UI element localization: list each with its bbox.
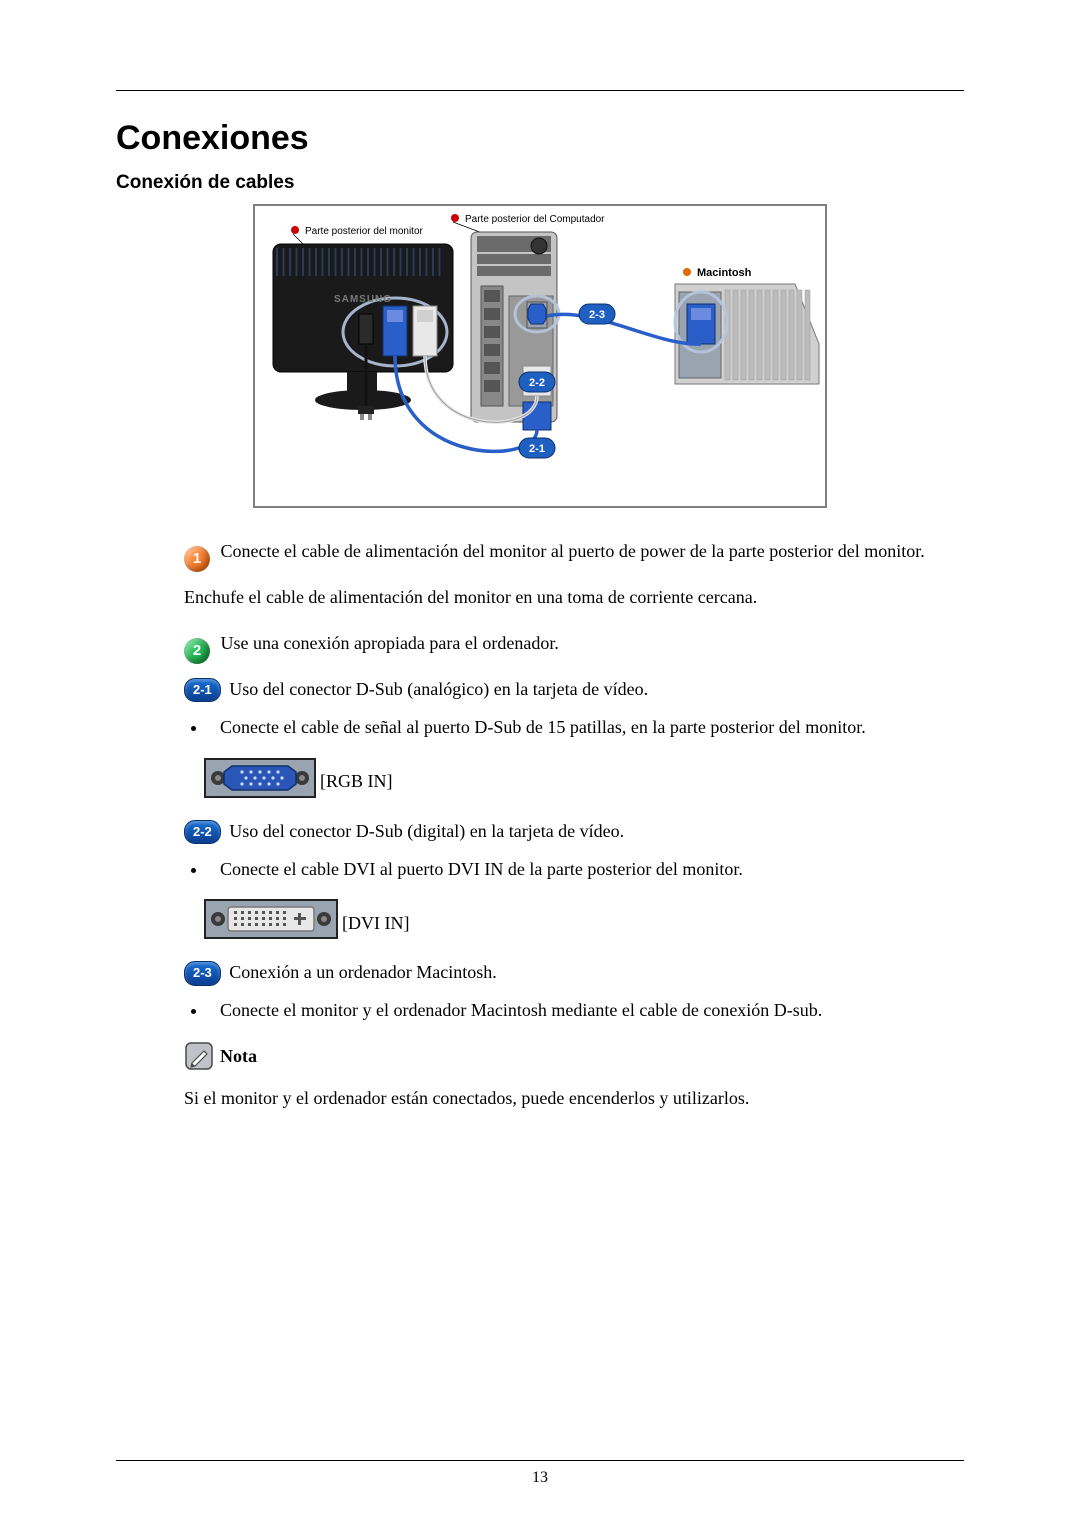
step-1-line-b: Enchufe el cable de alimentación del mon… [184,584,964,612]
page: Conexiones Conexión de cables Parte post… [0,0,1080,1527]
connections-diagram: Parte posterior del monitor Parte posteri… [253,204,827,508]
note-row: Nota [184,1041,964,1071]
rgb-port-row: [RGB IN] [204,758,964,798]
page-number: 13 [116,1469,964,1487]
rule-bottom [116,1460,964,1461]
step-2-1-bullet: Conecte el cable de señal al puerto D-Su… [208,714,964,742]
dvi-port-icon [204,899,338,939]
badge-1-icon: 1 [184,546,210,572]
note-label: Nota [220,1043,257,1071]
page-subtitle: Conexión de cables [116,172,964,194]
step-2-1-bullets: Conecte el cable de señal al puerto D-Su… [184,714,964,742]
badge-2-1-icon: 2-1 [184,678,221,702]
svg-text:Parte posterior del monitor: Parte posterior del monitor [305,226,424,237]
note-icon [184,1041,214,1071]
step-2-text: Use una conexión apropiada para el orden… [221,633,559,653]
badge-2-2-icon: 2-2 [184,820,221,844]
step-1-line-a: 1 Conecte el cable de alimentación del m… [184,538,964,566]
step-2-2-bullets: Conecte el cable DVI al puerto DVI IN de… [184,856,964,884]
svg-text:2-1: 2-1 [529,443,545,455]
dvi-port-label: [DVI IN] [342,910,409,938]
step-2-3-heading: 2-3 Conexión a un ordenador Macintosh. [184,959,964,987]
svg-text:2-3: 2-3 [589,309,605,321]
badge-2-3-icon: 2-3 [184,961,221,985]
step-2-2-bullet: Conecte el cable DVI al puerto DVI IN de… [208,856,964,884]
step-2-3-heading-text: Conexión a un ordenador Macintosh. [229,962,496,982]
content: 1 Conecte el cable de alimentación del m… [184,538,964,1113]
step-2-3-bullets: Conecte el monitor y el ordenador Macint… [184,997,964,1025]
rgb-port-icon [204,758,316,798]
svg-text:Parte posterior del Computador: Parte posterior del Computador [465,214,605,225]
svg-text:SAMSUNG: SAMSUNG [334,294,392,305]
step-1-text-a: Conecte el cable de alimentación del mon… [221,541,925,561]
note-text: Si el monitor y el ordenador están conec… [184,1085,964,1113]
step-2-2-heading: 2-2 Uso del conector D-Sub (digital) en … [184,818,964,846]
diagram-wrap: Parte posterior del monitor Parte posteri… [116,204,964,508]
step-2-2-heading-text: Uso del conector D-Sub (digital) en la t… [229,821,624,841]
svg-text:Macintosh: Macintosh [697,267,752,279]
step-2-line: 2 Use una conexión apropiada para el ord… [184,630,964,658]
badge-2-icon: 2 [184,638,210,664]
footer: 13 [116,1460,964,1487]
dvi-port-row: [DVI IN] [204,899,964,939]
page-title: Conexiones [116,119,964,158]
svg-text:2-2: 2-2 [529,377,545,389]
rule-top [116,90,964,91]
step-2-1-heading-text: Uso del conector D-Sub (analógico) en la… [229,679,648,699]
step-2-1-heading: 2-1 Uso del conector D-Sub (analógico) e… [184,676,964,704]
step-2-3-bullet: Conecte el monitor y el ordenador Macint… [208,997,964,1025]
rgb-port-label: [RGB IN] [320,768,393,796]
